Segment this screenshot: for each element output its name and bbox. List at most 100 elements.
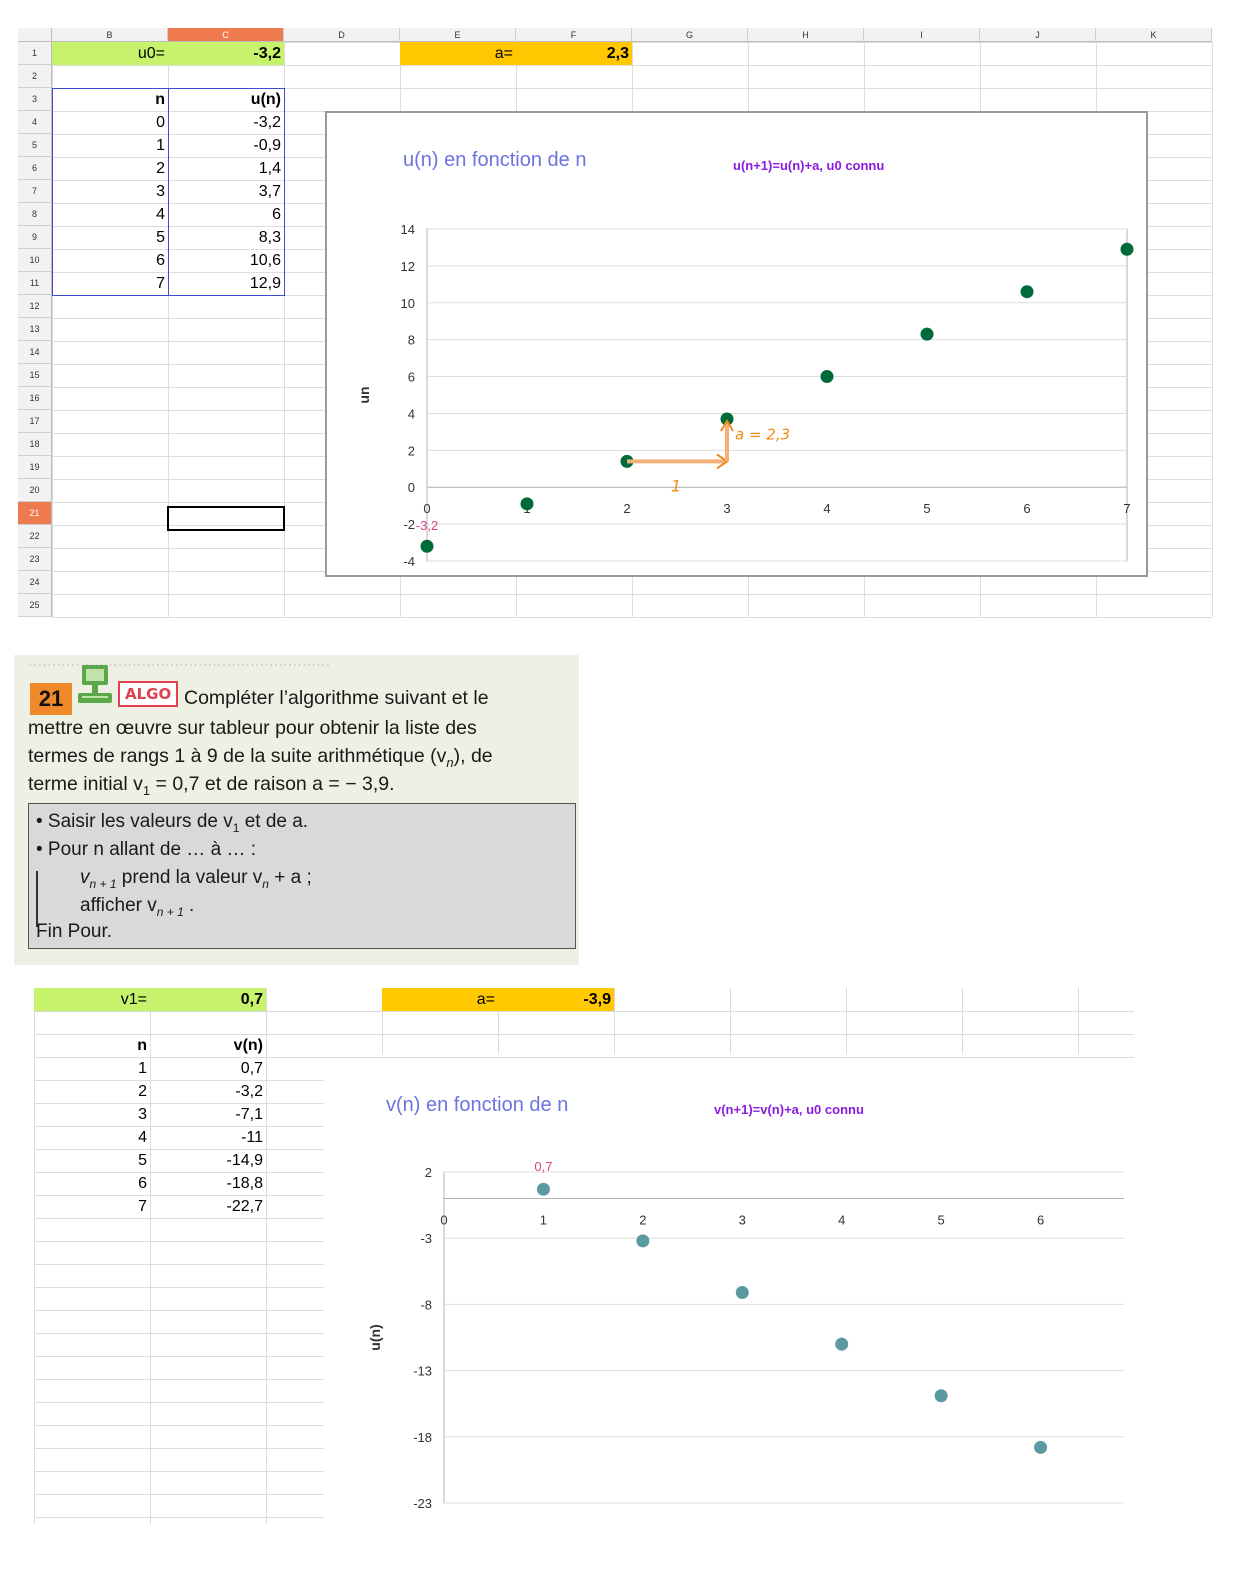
n-cell[interactable]: 4 <box>156 206 165 223</box>
column-header-b[interactable]: B <box>52 28 168 42</box>
row-header-25[interactable]: 25 <box>18 594 52 617</box>
n2-cell[interactable]: 3 <box>138 1106 147 1123</box>
vn-cell[interactable]: 0,7 <box>240 1060 263 1077</box>
n2-header[interactable]: n <box>137 1037 147 1054</box>
row-header-21[interactable]: 21 <box>18 502 52 525</box>
un-cell[interactable]: 6 <box>272 206 281 223</box>
column-header-j[interactable]: J <box>980 28 1096 42</box>
vn-header[interactable]: v(n) <box>233 1037 263 1054</box>
n-cell[interactable]: 7 <box>156 275 165 292</box>
n2-cell[interactable]: 2 <box>138 1083 147 1100</box>
grid-line <box>52 42 53 617</box>
row-header-4[interactable]: 4 <box>18 111 52 134</box>
row-header-23[interactable]: 23 <box>18 548 52 571</box>
n2-cell[interactable]: 5 <box>138 1152 147 1169</box>
table-border-n <box>52 88 169 296</box>
row-header-13[interactable]: 13 <box>18 318 52 341</box>
x-tick-label: 7 <box>1123 501 1130 516</box>
n2-cell[interactable]: 6 <box>138 1175 147 1192</box>
row-header-3[interactable]: 3 <box>18 88 52 111</box>
column-header-g[interactable]: G <box>632 28 748 42</box>
grid-line <box>266 988 267 1524</box>
row-header-6[interactable]: 6 <box>18 157 52 180</box>
n2-cell[interactable]: 4 <box>138 1129 147 1146</box>
chart-u[interactable]: u(n) en fonction de n u(n+1)=u(n)+a, u0 … <box>325 111 1148 577</box>
un-cell[interactable]: 1,4 <box>258 160 281 177</box>
row-header-7[interactable]: 7 <box>18 180 52 203</box>
column-header-i[interactable]: I <box>864 28 980 42</box>
vn-cell[interactable]: -11 <box>241 1129 263 1146</box>
un-header[interactable]: u(n) <box>250 91 281 108</box>
un-cell[interactable]: 8,3 <box>258 229 281 246</box>
column-header-c[interactable]: C <box>168 28 284 42</box>
a-label[interactable]: a= <box>400 42 516 65</box>
table-border-un <box>168 88 285 296</box>
row-header-17[interactable]: 17 <box>18 410 52 433</box>
u0-value[interactable]: -3,2 <box>168 42 284 65</box>
n-cell[interactable]: 3 <box>156 183 165 200</box>
y-tick-label: -4 <box>403 554 415 569</box>
un-cell[interactable]: 10,6 <box>249 252 281 269</box>
grid-line <box>614 988 615 1054</box>
n-header[interactable]: n <box>155 91 165 108</box>
row-header-11[interactable]: 11 <box>18 272 52 295</box>
un-cell[interactable]: 3,7 <box>258 183 281 200</box>
row-header-8[interactable]: 8 <box>18 203 52 226</box>
n2-cell[interactable]: 1 <box>138 1060 147 1077</box>
column-header-e[interactable]: E <box>400 28 516 42</box>
grid-line <box>34 1310 324 1311</box>
vn-cell[interactable]: -14,9 <box>226 1152 263 1169</box>
row-header-5[interactable]: 5 <box>18 134 52 157</box>
sheet-corner[interactable] <box>18 28 52 42</box>
row-header-1[interactable]: 1 <box>18 42 52 65</box>
un-cell[interactable]: -0,9 <box>253 137 281 154</box>
n-cell[interactable]: 1 <box>156 137 165 154</box>
un-cell[interactable]: 12,9 <box>249 275 281 292</box>
chart-u-plot: -4-20246810121401234567un-3,21a = 2,3 <box>356 222 1134 569</box>
row-header-2[interactable]: 2 <box>18 65 52 88</box>
n-cell[interactable]: 6 <box>156 252 165 269</box>
rise-label: a = 2,3 <box>735 425 790 443</box>
n-cell[interactable]: 0 <box>156 114 165 131</box>
n-cell[interactable]: 2 <box>156 160 165 177</box>
column-header-d[interactable]: D <box>284 28 400 42</box>
row-header-12[interactable]: 12 <box>18 295 52 318</box>
un-cell[interactable]: -3,2 <box>253 114 281 131</box>
chart-v-plot: 2-3-8-13-18-2301234567u(n)0,7 <box>367 1159 1124 1511</box>
vn-cell[interactable]: -3,2 <box>235 1083 263 1100</box>
grid-line <box>34 988 35 1524</box>
u0-label[interactable]: u0= <box>52 42 168 65</box>
active-cell-c21[interactable] <box>167 506 285 531</box>
vn-cell[interactable]: -7,1 <box>235 1106 263 1123</box>
grid-line <box>382 988 383 1054</box>
vn-cell[interactable]: -22,7 <box>226 1198 263 1215</box>
column-header-f[interactable]: F <box>516 28 632 42</box>
v1-value[interactable]: 0,7 <box>150 988 266 1011</box>
row-header-20[interactable]: 20 <box>18 479 52 502</box>
column-header-h[interactable]: H <box>748 28 864 42</box>
a2-label[interactable]: a= <box>382 988 498 1011</box>
data-point <box>1120 242 1134 256</box>
a2-value[interactable]: -3,9 <box>498 988 614 1011</box>
row-header-18[interactable]: 18 <box>18 433 52 456</box>
a-value[interactable]: 2,3 <box>516 42 632 65</box>
n-cell[interactable]: 5 <box>156 229 165 246</box>
column-header-k[interactable]: K <box>1096 28 1212 42</box>
row-header-22[interactable]: 22 <box>18 525 52 548</box>
row-header-10[interactable]: 10 <box>18 249 52 272</box>
row-header-14[interactable]: 14 <box>18 341 52 364</box>
row-header-16[interactable]: 16 <box>18 387 52 410</box>
y-tick-label: -3 <box>420 1231 432 1246</box>
exercise-line-4: terme initial v1 = 0,7 et de raison a = … <box>28 773 395 798</box>
exercise-line-1: Compléter l’algorithme suivant et le <box>184 687 489 709</box>
y-tick-label: 12 <box>401 259 415 274</box>
row-header-9[interactable]: 9 <box>18 226 52 249</box>
row-header-19[interactable]: 19 <box>18 456 52 479</box>
n2-cell[interactable]: 7 <box>138 1198 147 1215</box>
chart-v[interactable]: v(n) en fonction de n v(n+1)=v(n)+a, u0 … <box>324 1064 1124 1526</box>
v1-label[interactable]: v1= <box>34 988 150 1011</box>
vn-cell[interactable]: -18,8 <box>226 1175 263 1192</box>
row-header-24[interactable]: 24 <box>18 571 52 594</box>
grid-line <box>34 1218 324 1219</box>
row-header-15[interactable]: 15 <box>18 364 52 387</box>
